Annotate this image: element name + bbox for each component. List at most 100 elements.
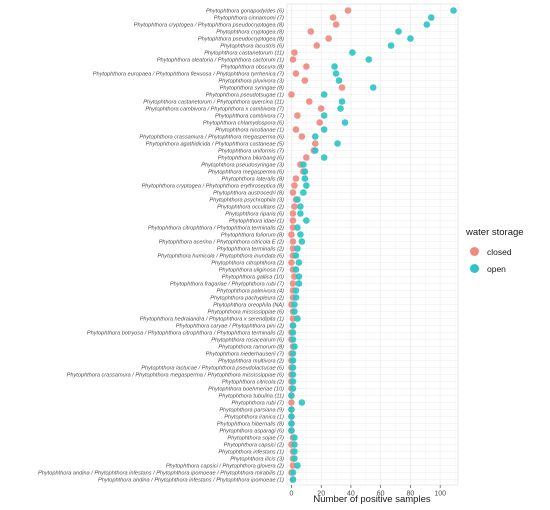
y-tick-label: Phytophthora foliorum (8) <box>221 233 284 239</box>
y-tick-label: Phytophthora cambivora (7) <box>215 114 284 120</box>
point-open <box>291 441 298 448</box>
point-open <box>294 462 301 469</box>
y-tick-label: Phytophthora austrocedri (8) <box>213 191 284 197</box>
y-tick-label: Phytophthora riparia (6) <box>225 212 284 218</box>
point-closed <box>317 105 325 112</box>
point-open <box>320 91 328 98</box>
point-open <box>300 161 307 168</box>
point-open <box>300 189 307 196</box>
y-tick-label: Phytophthora niederhauserii (7) <box>206 352 284 358</box>
point-open <box>297 210 304 217</box>
x-axis-title: Number of positive samples <box>313 494 430 505</box>
point-closed <box>291 203 298 210</box>
point-open <box>335 77 343 84</box>
y-tick-label: Phytophthora uliginosa (7) <box>219 268 284 274</box>
y-tick-label: Phytophthora europaea / Phytophthora fle… <box>93 72 284 78</box>
point-open <box>289 469 297 476</box>
legend-item-closed: closed <box>466 243 524 260</box>
y-tick-label: Phytophthora lateralis (8) <box>222 177 285 183</box>
point-open <box>289 350 297 357</box>
y-tick-label: Phytophthora castanetorum (11) <box>204 51 284 57</box>
point-open <box>289 371 297 378</box>
legend-dot-closed <box>470 247 479 256</box>
y-tick-label: Phytophthora tubulina (11) <box>218 394 284 400</box>
y-tick-label: Phytophthora gallica (10) <box>222 275 284 281</box>
point-open <box>291 301 298 308</box>
y-tick-label: Phytophthora ramorum (8) <box>218 345 284 351</box>
y-tick-label: Phytophthora lactucae / Phytophthora pse… <box>141 366 284 372</box>
point-open <box>291 455 298 462</box>
point-open <box>298 238 306 245</box>
y-tick-label: Phytophthora citricola (2) <box>222 380 284 386</box>
legend-label-closed: closed <box>487 246 512 257</box>
y-tick-label: Phytophthora asparagi (6) <box>219 429 284 435</box>
point-open <box>338 98 346 105</box>
y-tick-label: Phytophthora castanetorum / Phytophthora… <box>143 100 284 106</box>
y-tick-label: Phytophthora obscura (8) <box>221 65 284 71</box>
point-open <box>291 448 298 455</box>
point-open <box>427 14 435 21</box>
point-open <box>423 21 431 28</box>
point-open <box>303 182 310 189</box>
point-open <box>289 329 297 336</box>
y-tick-label: Phytophthora capsici (2) <box>224 443 284 449</box>
point-closed <box>291 182 298 189</box>
point-open <box>292 252 300 259</box>
y-tick-label: Phytophthora syringae (8) <box>220 86 285 92</box>
point-closed <box>291 49 298 56</box>
y-tick-label: Phytophthora fragariae / Phytophthora ru… <box>170 282 284 288</box>
point-closed <box>289 210 297 217</box>
y-tick-label: Phytophthora capsici / Phytophthora glov… <box>166 464 284 470</box>
y-tick-label: Phytophthora infestans (1) <box>218 450 284 456</box>
point-open <box>295 280 303 287</box>
point-closed <box>289 56 297 63</box>
y-tick-label: Phytophthora humicola / Phytophthora inu… <box>157 254 284 260</box>
y-tick-label: Phytophthora nicotianae (1) <box>215 128 284 134</box>
point-open <box>288 427 295 434</box>
point-open <box>289 385 297 392</box>
point-open <box>289 364 297 371</box>
point-open <box>320 112 328 119</box>
point-open <box>289 378 297 385</box>
y-tick-label: Phytophthora palmivora (4) <box>217 289 285 295</box>
point-closed <box>313 42 321 49</box>
x-tick-label: 40 <box>347 491 355 498</box>
point-closed <box>311 140 319 147</box>
y-tick-label: Phytophthora gonapodyides (6) <box>206 9 284 15</box>
point-closed <box>303 63 310 70</box>
y-tick-label: Phytophthora acerina / Phytophthora citr… <box>159 240 284 246</box>
x-tick-label: 60 <box>377 491 385 498</box>
point-closed <box>316 119 324 126</box>
y-tick-label: Phytophthora pseudocryptogea (8) <box>198 37 284 43</box>
legend: water storage closed open <box>466 227 524 277</box>
data-points <box>288 7 457 483</box>
legend-dot-open <box>470 264 479 273</box>
y-tick-label: Phytophthora andina / Phytophthora infes… <box>98 478 284 484</box>
point-open <box>289 322 297 329</box>
point-closed <box>301 77 309 84</box>
point-open <box>291 434 298 441</box>
point-closed <box>303 154 310 161</box>
point-open <box>297 203 304 210</box>
point-open <box>289 357 297 364</box>
point-open <box>292 287 300 294</box>
point-closed <box>344 7 352 14</box>
point-open <box>289 336 297 343</box>
point-open <box>301 168 309 175</box>
point-open <box>341 119 349 126</box>
y-tick-label: Phytophthora caryae / Phytophthora pini … <box>176 324 284 330</box>
point-open <box>298 399 306 406</box>
point-open <box>292 294 300 301</box>
y-tick-label: Phytophthora idaei (1) <box>229 219 284 225</box>
y-tick-label: Phytophthora citrophthora / Phytophthora… <box>148 226 284 232</box>
point-open <box>294 196 301 203</box>
y-tick-label: Phytophthora agathidicida / Phytophthora… <box>146 142 285 148</box>
point-closed <box>292 126 300 133</box>
y-tick-label: Phytophthora hibernalis (8) <box>217 422 284 428</box>
point-open <box>295 273 303 280</box>
y-tick-label: Phytophthora cinnamomi (7) <box>214 16 284 22</box>
y-tick-label: Phytophthora uniformis (7) <box>218 149 284 155</box>
point-open <box>288 420 295 427</box>
y-tick-label: Phytophthora botryosa / Phytophthora cit… <box>87 331 284 337</box>
